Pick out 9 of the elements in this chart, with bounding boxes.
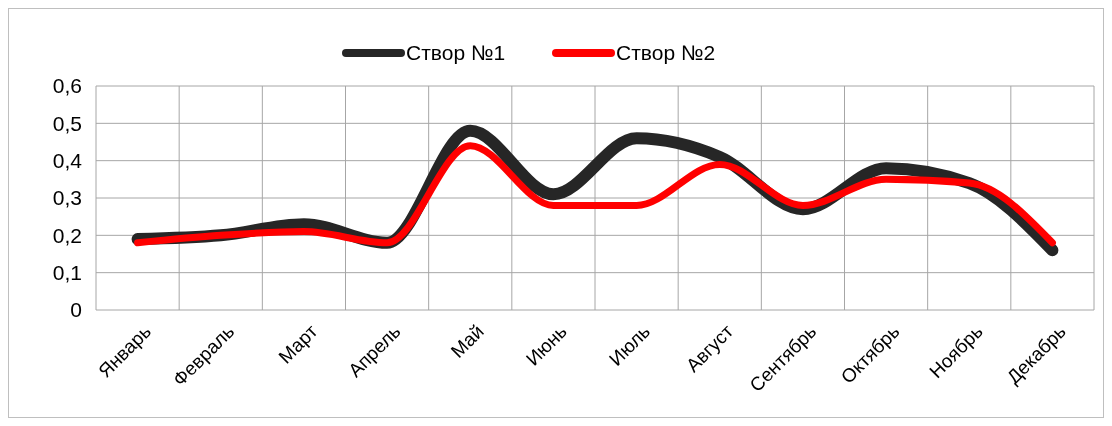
y-tick-label: 0,4 <box>52 149 83 173</box>
y-tick-label: 0 <box>70 298 82 322</box>
legend-label: Створ №1 <box>406 41 506 65</box>
legend-label: Створ №2 <box>616 41 716 65</box>
y-tick-label: 0,6 <box>52 74 82 98</box>
y-tick-label: 0,2 <box>52 223 82 247</box>
y-tick-label: 0,3 <box>52 186 82 210</box>
y-tick-label: 0,5 <box>52 111 82 135</box>
y-tick-label: 0,1 <box>52 261 82 285</box>
